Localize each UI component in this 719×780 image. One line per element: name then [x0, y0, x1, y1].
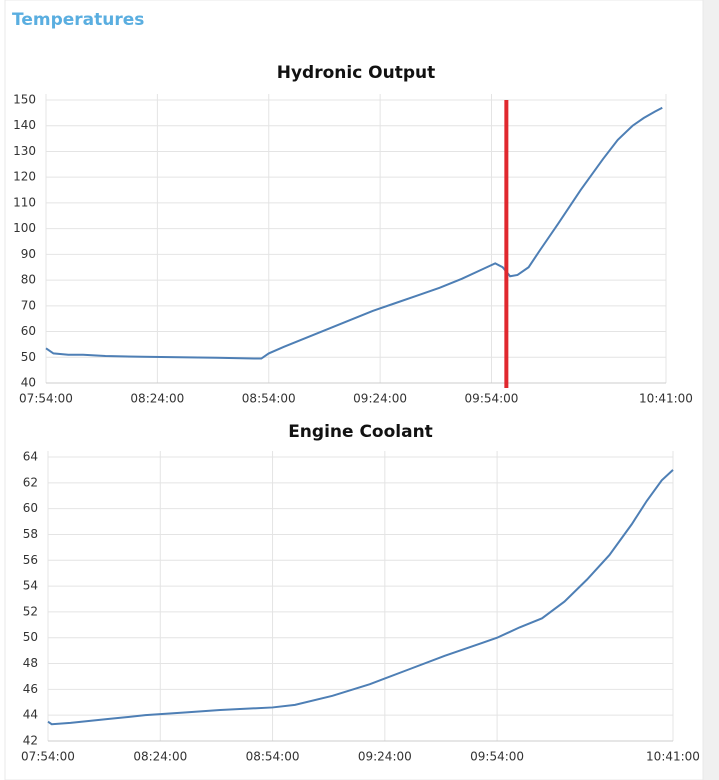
x-tick-label: 08:24:00	[133, 750, 187, 764]
y-tick-label: 100	[13, 221, 36, 235]
x-tick-label: 07:54:00	[21, 750, 75, 764]
x-tick-label: 10:41:00	[639, 392, 693, 406]
y-tick-label: 60	[23, 501, 38, 515]
x-tick-label: 08:54:00	[246, 750, 300, 764]
y-tick-label: 64	[23, 450, 38, 464]
y-tick-label: 50	[23, 630, 38, 644]
y-tick-label: 58	[23, 527, 38, 541]
data-line	[47, 469, 674, 726]
y-tick-label: 48	[23, 656, 38, 670]
x-tick-label: 08:54:00	[242, 392, 296, 406]
y-tick-label: 140	[13, 118, 36, 132]
chart-title: Hydronic Output	[277, 63, 436, 83]
y-tick-label: 62	[23, 475, 38, 489]
chart-title: Engine Coolant	[288, 422, 433, 442]
x-tick-label: 09:54:00	[470, 750, 524, 764]
y-tick-label: 80	[21, 273, 36, 287]
y-tick-label: 110	[13, 195, 36, 209]
side-strip	[703, 0, 719, 780]
y-tick-label: 90	[21, 247, 36, 261]
y-tick-label: 42	[23, 734, 38, 748]
y-tick-label: 60	[21, 324, 36, 338]
x-tick-label: 07:54:00	[19, 392, 73, 406]
y-tick-label: 44	[23, 708, 38, 722]
y-tick-label: 52	[23, 604, 38, 618]
y-tick-label: 46	[23, 682, 38, 696]
data-line	[45, 106, 663, 360]
y-tick-label: 70	[21, 298, 36, 312]
y-tick-label: 56	[23, 553, 38, 567]
y-tick-label: 40	[21, 376, 36, 390]
x-tick-label: 10:41:00	[646, 750, 700, 764]
y-tick-label: 150	[13, 93, 36, 107]
x-tick-label: 09:24:00	[358, 750, 412, 764]
y-tick-label: 54	[23, 579, 38, 593]
x-tick-label: 09:54:00	[465, 392, 519, 406]
x-tick-label: 09:24:00	[353, 392, 407, 406]
y-tick-label: 50	[21, 350, 36, 364]
panel-title: Temperatures	[12, 10, 144, 30]
y-tick-label: 120	[13, 170, 36, 184]
panel	[4, 0, 704, 780]
y-tick-label: 130	[13, 144, 36, 158]
x-tick-label: 08:24:00	[130, 392, 184, 406]
